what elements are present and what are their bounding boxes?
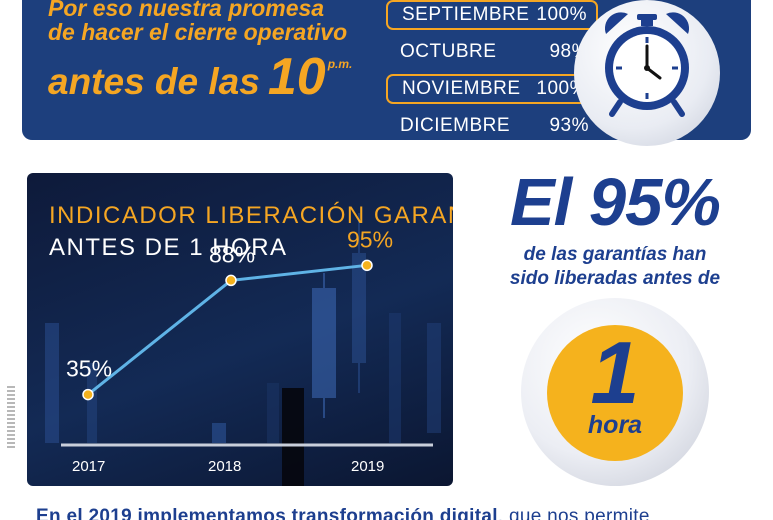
month-name: OCTUBRE bbox=[400, 41, 497, 62]
promise-pm: p.m. bbox=[327, 57, 353, 72]
data-label: 95% bbox=[347, 226, 393, 252]
chart-subtitle: ANTES DE 1 HORA bbox=[49, 234, 288, 261]
alarm-clock-icon bbox=[604, 12, 690, 117]
month-pct: 100% bbox=[536, 4, 587, 25]
data-point bbox=[225, 274, 237, 287]
data-point bbox=[361, 259, 373, 272]
chart-title: INDICADOR LIBERACIÓN GARANTÍAS bbox=[49, 202, 453, 229]
promise-line-1: Por eso nuestra promesa bbox=[48, 0, 325, 21]
x-tick-label: 2018 bbox=[208, 458, 241, 475]
stat-desc-line-1: de las garantías han bbox=[523, 244, 707, 265]
candlestick-background bbox=[45, 213, 441, 443]
promise-line-3: antes de las 10 p.m. bbox=[48, 50, 352, 105]
guarantees-line-chart: 35% 2017 88% 2018 95% 2019 bbox=[45, 213, 441, 486]
promise-line-2: de hacer el cierre operativo bbox=[48, 19, 348, 46]
clock-badge bbox=[574, 0, 720, 146]
month-pct: 93% bbox=[549, 115, 589, 136]
x-tick-label: 2017 bbox=[72, 458, 105, 475]
stat-desc-line-2: sido liberadas antes de bbox=[509, 267, 721, 289]
hour-badge-inner: 1 hora bbox=[547, 325, 683, 461]
promise-hour: 10 bbox=[267, 48, 326, 107]
bottom-rest-text: , que nos permite bbox=[497, 506, 650, 520]
data-point bbox=[82, 388, 94, 401]
month-pct: 100% bbox=[536, 78, 587, 99]
data-label: 35% bbox=[66, 356, 112, 382]
data-label: 88% bbox=[209, 241, 255, 267]
bottom-paragraph: En el 2019 implementamos transformación … bbox=[36, 506, 766, 520]
one-hour-badge: 1 hora bbox=[521, 298, 709, 486]
month-row-december: DICIEMBRE 93% bbox=[386, 111, 598, 140]
promise-line-3-text: antes de las bbox=[48, 61, 260, 103]
month-row-november: NOVIEMBRE 100% bbox=[386, 74, 598, 104]
x-tick-label: 2019 bbox=[351, 458, 384, 475]
hour-word: hora bbox=[587, 411, 643, 439]
promise-text: Por eso nuestra promesa de hacer el cier… bbox=[48, 0, 352, 105]
guarantees-chart-panel: 35% 2017 88% 2018 95% 2019 INDICADOR LIBERACI… bbox=[27, 173, 453, 486]
stat-description: de las garantías han sido liberadas ante… bbox=[478, 243, 752, 291]
month-name: NOVIEMBRE bbox=[402, 78, 521, 99]
month-row-october: OCTUBRE 98% bbox=[386, 37, 598, 67]
month-name: DICIEMBRE bbox=[400, 115, 511, 136]
hour-number: 1 bbox=[590, 323, 640, 422]
monthly-closing-list: SEPTIEMBRE 100% OCTUBRE 98% NOVIEMBRE 10… bbox=[386, 0, 598, 140]
stat-headline: El 95% bbox=[509, 165, 721, 240]
month-row-september: SEPTIEMBRE 100% bbox=[386, 0, 598, 30]
vertical-caption-text bbox=[7, 386, 15, 450]
bottom-bold-text: En el 2019 implementamos transformación … bbox=[36, 506, 498, 520]
month-name: SEPTIEMBRE bbox=[402, 4, 530, 25]
